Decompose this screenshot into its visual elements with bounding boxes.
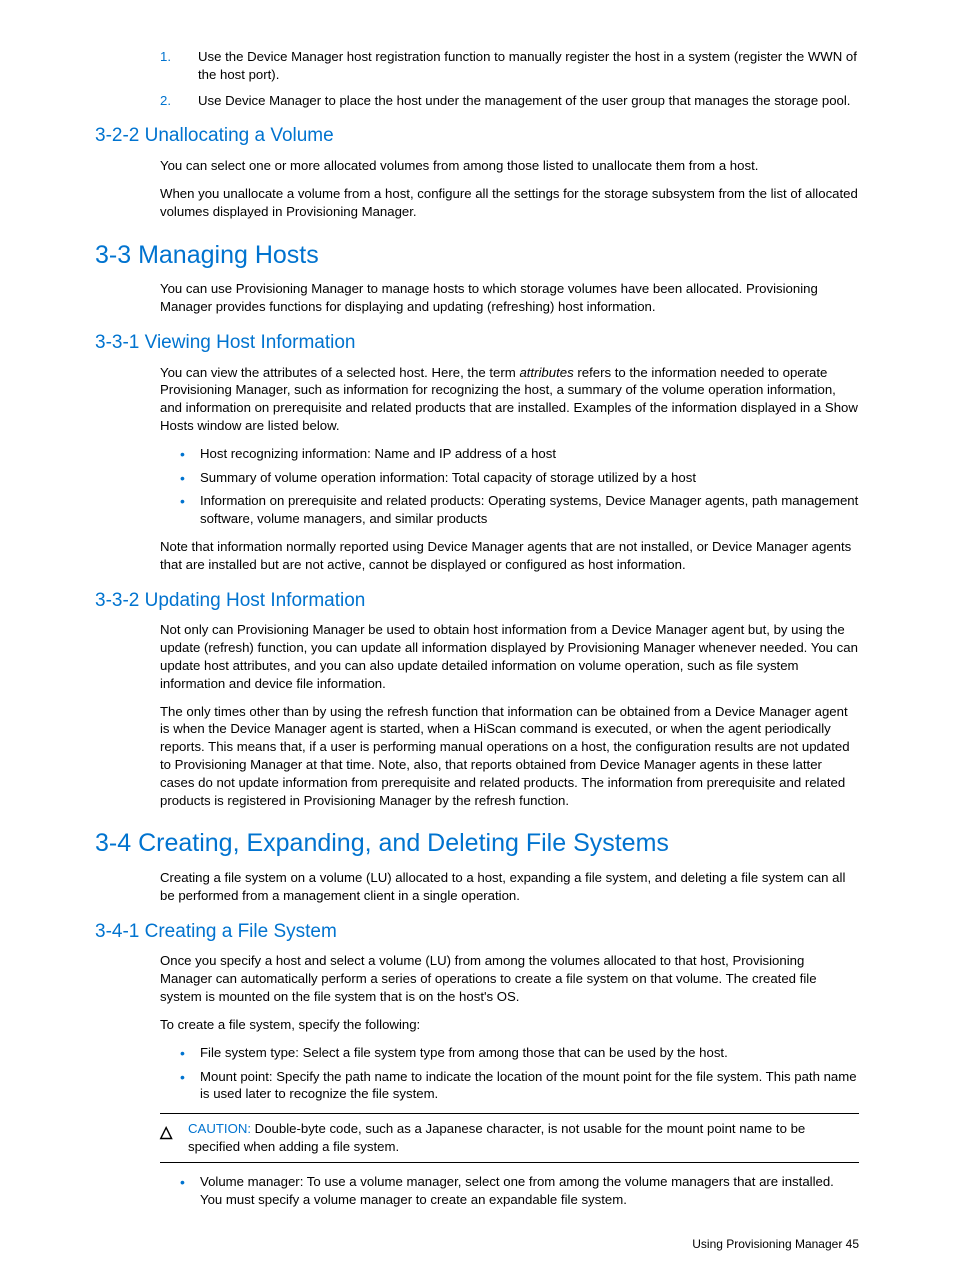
caution-icon: △ (160, 1122, 172, 1144)
list-number: 1. (160, 48, 171, 66)
heading-3-4: 3-4 Creating, Expanding, and Deleting Fi… (95, 827, 859, 861)
paragraph: To create a file system, specify the fol… (95, 1016, 859, 1034)
list-text: Use Device Manager to place the host und… (198, 93, 850, 108)
heading-3-4-1: 3-4-1 Creating a File System (95, 919, 859, 945)
heading-3-3-2: 3-3-2 Updating Host Information (95, 588, 859, 614)
bullet-list: Host recognizing information: Name and I… (95, 445, 859, 528)
list-number: 2. (160, 92, 171, 110)
bullet-list: Volume manager: To use a volume manager,… (95, 1173, 859, 1209)
list-text: Use the Device Manager host registration… (198, 49, 857, 82)
heading-3-2-2: 3-2-2 Unallocating a Volume (95, 123, 859, 149)
paragraph: You can select one or more allocated vol… (95, 157, 859, 175)
list-item: 2. Use Device Manager to place the host … (160, 92, 859, 110)
paragraph: When you unallocate a volume from a host… (95, 185, 859, 221)
list-item: Summary of volume operation information:… (180, 469, 859, 487)
paragraph: The only times other than by using the r… (95, 703, 859, 810)
paragraph: Once you specify a host and select a vol… (95, 952, 859, 1005)
text: You can view the attributes of a selecte… (160, 365, 519, 380)
paragraph: You can use Provisioning Manager to mana… (95, 280, 859, 316)
caution-block: △ CAUTION: Double-byte code, such as a J… (160, 1113, 859, 1163)
caution-text: Double-byte code, such as a Japanese cha… (188, 1121, 805, 1154)
paragraph: Note that information normally reported … (95, 538, 859, 574)
list-item: Mount point: Specify the path name to in… (180, 1068, 859, 1104)
page-footer: Using Provisioning Manager 45 (95, 1236, 859, 1252)
list-item: Information on prerequisite and related … (180, 492, 859, 528)
heading-3-3-1: 3-3-1 Viewing Host Information (95, 330, 859, 356)
list-item: Host recognizing information: Name and I… (180, 445, 859, 463)
list-item: File system type: Select a file system t… (180, 1044, 859, 1062)
list-item: Volume manager: To use a volume manager,… (180, 1173, 859, 1209)
list-item: 1. Use the Device Manager host registrat… (160, 48, 859, 84)
caution-label: CAUTION: (188, 1121, 251, 1136)
italic-text: attributes (519, 365, 573, 380)
paragraph: Not only can Provisioning Manager be use… (95, 621, 859, 692)
heading-3-3: 3-3 Managing Hosts (95, 239, 859, 273)
bullet-list: File system type: Select a file system t… (95, 1044, 859, 1103)
paragraph: You can view the attributes of a selecte… (95, 364, 859, 435)
paragraph: Creating a file system on a volume (LU) … (95, 869, 859, 905)
numbered-list: 1. Use the Device Manager host registrat… (95, 48, 859, 109)
